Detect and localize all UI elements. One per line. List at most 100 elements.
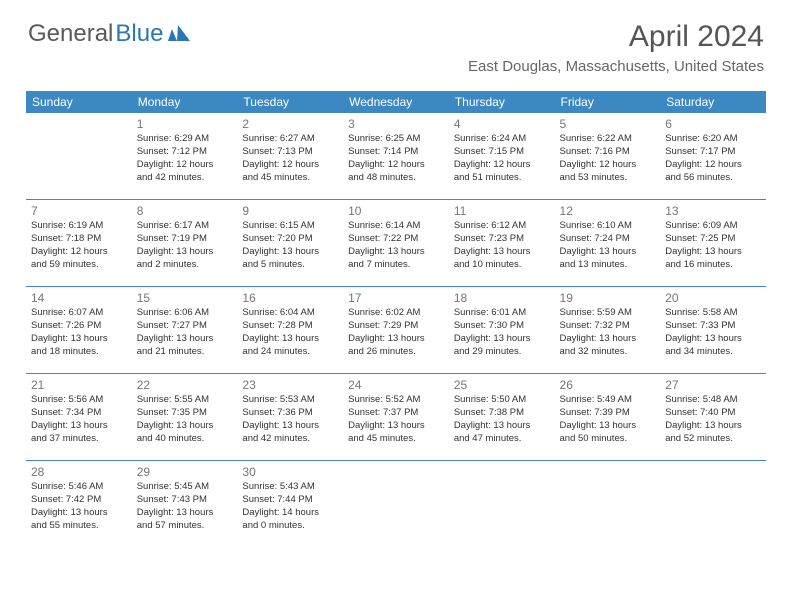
day-cell: 17Sunrise: 6:02 AMSunset: 7:29 PMDayligh… xyxy=(343,287,449,373)
daylight-text: Daylight: 13 hours xyxy=(137,420,233,433)
daylight-text: Daylight: 13 hours xyxy=(560,246,656,259)
day-header: Sunday xyxy=(26,91,132,113)
sunset-text: Sunset: 7:19 PM xyxy=(137,233,233,246)
day-number: 7 xyxy=(31,203,127,219)
day-number: 9 xyxy=(242,203,338,219)
daylight-text: and 7 minutes. xyxy=(348,259,444,272)
daylight-text: Daylight: 13 hours xyxy=(665,246,761,259)
sunset-text: Sunset: 7:15 PM xyxy=(454,146,550,159)
week-row: 14Sunrise: 6:07 AMSunset: 7:26 PMDayligh… xyxy=(26,287,766,373)
daylight-text: and 2 minutes. xyxy=(137,259,233,272)
month-title: April 2024 xyxy=(468,20,764,54)
day-number: 2 xyxy=(242,116,338,132)
day-number: 1 xyxy=(137,116,233,132)
day-cell: 21Sunrise: 5:56 AMSunset: 7:34 PMDayligh… xyxy=(26,374,132,460)
logo-mark-icon xyxy=(168,20,190,48)
day-header-row: SundayMondayTuesdayWednesdayThursdayFrid… xyxy=(26,91,766,113)
daylight-text: and 37 minutes. xyxy=(31,433,127,446)
daylight-text: and 40 minutes. xyxy=(137,433,233,446)
daylight-text: and 52 minutes. xyxy=(665,433,761,446)
sunrise-text: Sunrise: 5:59 AM xyxy=(560,307,656,320)
day-cell: 5Sunrise: 6:22 AMSunset: 7:16 PMDaylight… xyxy=(555,113,661,199)
sunrise-text: Sunrise: 6:12 AM xyxy=(454,220,550,233)
sunrise-text: Sunrise: 6:15 AM xyxy=(242,220,338,233)
day-cell: 2Sunrise: 6:27 AMSunset: 7:13 PMDaylight… xyxy=(237,113,343,199)
location-text: East Douglas, Massachusetts, United Stat… xyxy=(468,58,764,75)
sunset-text: Sunset: 7:43 PM xyxy=(137,494,233,507)
daylight-text: Daylight: 13 hours xyxy=(242,333,338,346)
daylight-text: Daylight: 13 hours xyxy=(31,333,127,346)
sunset-text: Sunset: 7:36 PM xyxy=(242,407,338,420)
sunset-text: Sunset: 7:25 PM xyxy=(665,233,761,246)
day-cell: 14Sunrise: 6:07 AMSunset: 7:26 PMDayligh… xyxy=(26,287,132,373)
title-block: April 2024 East Douglas, Massachusetts, … xyxy=(468,20,764,75)
day-cell: 3Sunrise: 6:25 AMSunset: 7:14 PMDaylight… xyxy=(343,113,449,199)
sunrise-text: Sunrise: 6:09 AM xyxy=(665,220,761,233)
sunrise-text: Sunrise: 5:46 AM xyxy=(31,481,127,494)
day-cell: 8Sunrise: 6:17 AMSunset: 7:19 PMDaylight… xyxy=(132,200,238,286)
daylight-text: Daylight: 13 hours xyxy=(348,420,444,433)
sunrise-text: Sunrise: 6:02 AM xyxy=(348,307,444,320)
daylight-text: Daylight: 13 hours xyxy=(242,246,338,259)
sunrise-text: Sunrise: 5:53 AM xyxy=(242,394,338,407)
day-cell: 1Sunrise: 6:29 AMSunset: 7:12 PMDaylight… xyxy=(132,113,238,199)
logo: GeneralBlue xyxy=(28,20,190,48)
daylight-text: and 56 minutes. xyxy=(665,172,761,185)
sunrise-text: Sunrise: 6:07 AM xyxy=(31,307,127,320)
sunrise-text: Sunrise: 6:04 AM xyxy=(242,307,338,320)
day-number: 5 xyxy=(560,116,656,132)
daylight-text: and 48 minutes. xyxy=(348,172,444,185)
day-cell: 25Sunrise: 5:50 AMSunset: 7:38 PMDayligh… xyxy=(449,374,555,460)
sunset-text: Sunset: 7:39 PM xyxy=(560,407,656,420)
sunset-text: Sunset: 7:44 PM xyxy=(242,494,338,507)
day-cell xyxy=(660,461,766,547)
week-row: 21Sunrise: 5:56 AMSunset: 7:34 PMDayligh… xyxy=(26,374,766,460)
sunrise-text: Sunrise: 6:14 AM xyxy=(348,220,444,233)
day-header: Tuesday xyxy=(237,91,343,113)
day-number: 14 xyxy=(31,290,127,306)
day-cell: 20Sunrise: 5:58 AMSunset: 7:33 PMDayligh… xyxy=(660,287,766,373)
daylight-text: Daylight: 13 hours xyxy=(348,246,444,259)
day-cell: 15Sunrise: 6:06 AMSunset: 7:27 PMDayligh… xyxy=(132,287,238,373)
sunset-text: Sunset: 7:12 PM xyxy=(137,146,233,159)
day-number: 13 xyxy=(665,203,761,219)
day-cell xyxy=(449,461,555,547)
day-number: 22 xyxy=(137,377,233,393)
day-cell: 29Sunrise: 5:45 AMSunset: 7:43 PMDayligh… xyxy=(132,461,238,547)
day-cell: 7Sunrise: 6:19 AMSunset: 7:18 PMDaylight… xyxy=(26,200,132,286)
sunset-text: Sunset: 7:38 PM xyxy=(454,407,550,420)
sunrise-text: Sunrise: 6:25 AM xyxy=(348,133,444,146)
sunrise-text: Sunrise: 6:01 AM xyxy=(454,307,550,320)
daylight-text: Daylight: 13 hours xyxy=(137,333,233,346)
sunrise-text: Sunrise: 6:19 AM xyxy=(31,220,127,233)
day-header: Saturday xyxy=(660,91,766,113)
sunset-text: Sunset: 7:35 PM xyxy=(137,407,233,420)
day-number: 20 xyxy=(665,290,761,306)
sunset-text: Sunset: 7:24 PM xyxy=(560,233,656,246)
daylight-text: and 45 minutes. xyxy=(242,172,338,185)
daylight-text: Daylight: 13 hours xyxy=(454,420,550,433)
sunset-text: Sunset: 7:14 PM xyxy=(348,146,444,159)
daylight-text: and 13 minutes. xyxy=(560,259,656,272)
sunrise-text: Sunrise: 5:52 AM xyxy=(348,394,444,407)
sunrise-text: Sunrise: 6:20 AM xyxy=(665,133,761,146)
day-cell: 30Sunrise: 5:43 AMSunset: 7:44 PMDayligh… xyxy=(237,461,343,547)
daylight-text: and 42 minutes. xyxy=(242,433,338,446)
day-number: 15 xyxy=(137,290,233,306)
sunrise-text: Sunrise: 5:48 AM xyxy=(665,394,761,407)
sunrise-text: Sunrise: 5:58 AM xyxy=(665,307,761,320)
day-number: 30 xyxy=(242,464,338,480)
daylight-text: and 55 minutes. xyxy=(31,520,127,533)
daylight-text: and 45 minutes. xyxy=(348,433,444,446)
day-number: 11 xyxy=(454,203,550,219)
day-cell: 19Sunrise: 5:59 AMSunset: 7:32 PMDayligh… xyxy=(555,287,661,373)
sunrise-text: Sunrise: 5:43 AM xyxy=(242,481,338,494)
daylight-text: and 29 minutes. xyxy=(454,346,550,359)
sunset-text: Sunset: 7:33 PM xyxy=(665,320,761,333)
sunrise-text: Sunrise: 6:22 AM xyxy=(560,133,656,146)
daylight-text: Daylight: 12 hours xyxy=(242,159,338,172)
daylight-text: and 24 minutes. xyxy=(242,346,338,359)
daylight-text: Daylight: 13 hours xyxy=(137,246,233,259)
day-cell: 6Sunrise: 6:20 AMSunset: 7:17 PMDaylight… xyxy=(660,113,766,199)
week-row: 7Sunrise: 6:19 AMSunset: 7:18 PMDaylight… xyxy=(26,200,766,286)
